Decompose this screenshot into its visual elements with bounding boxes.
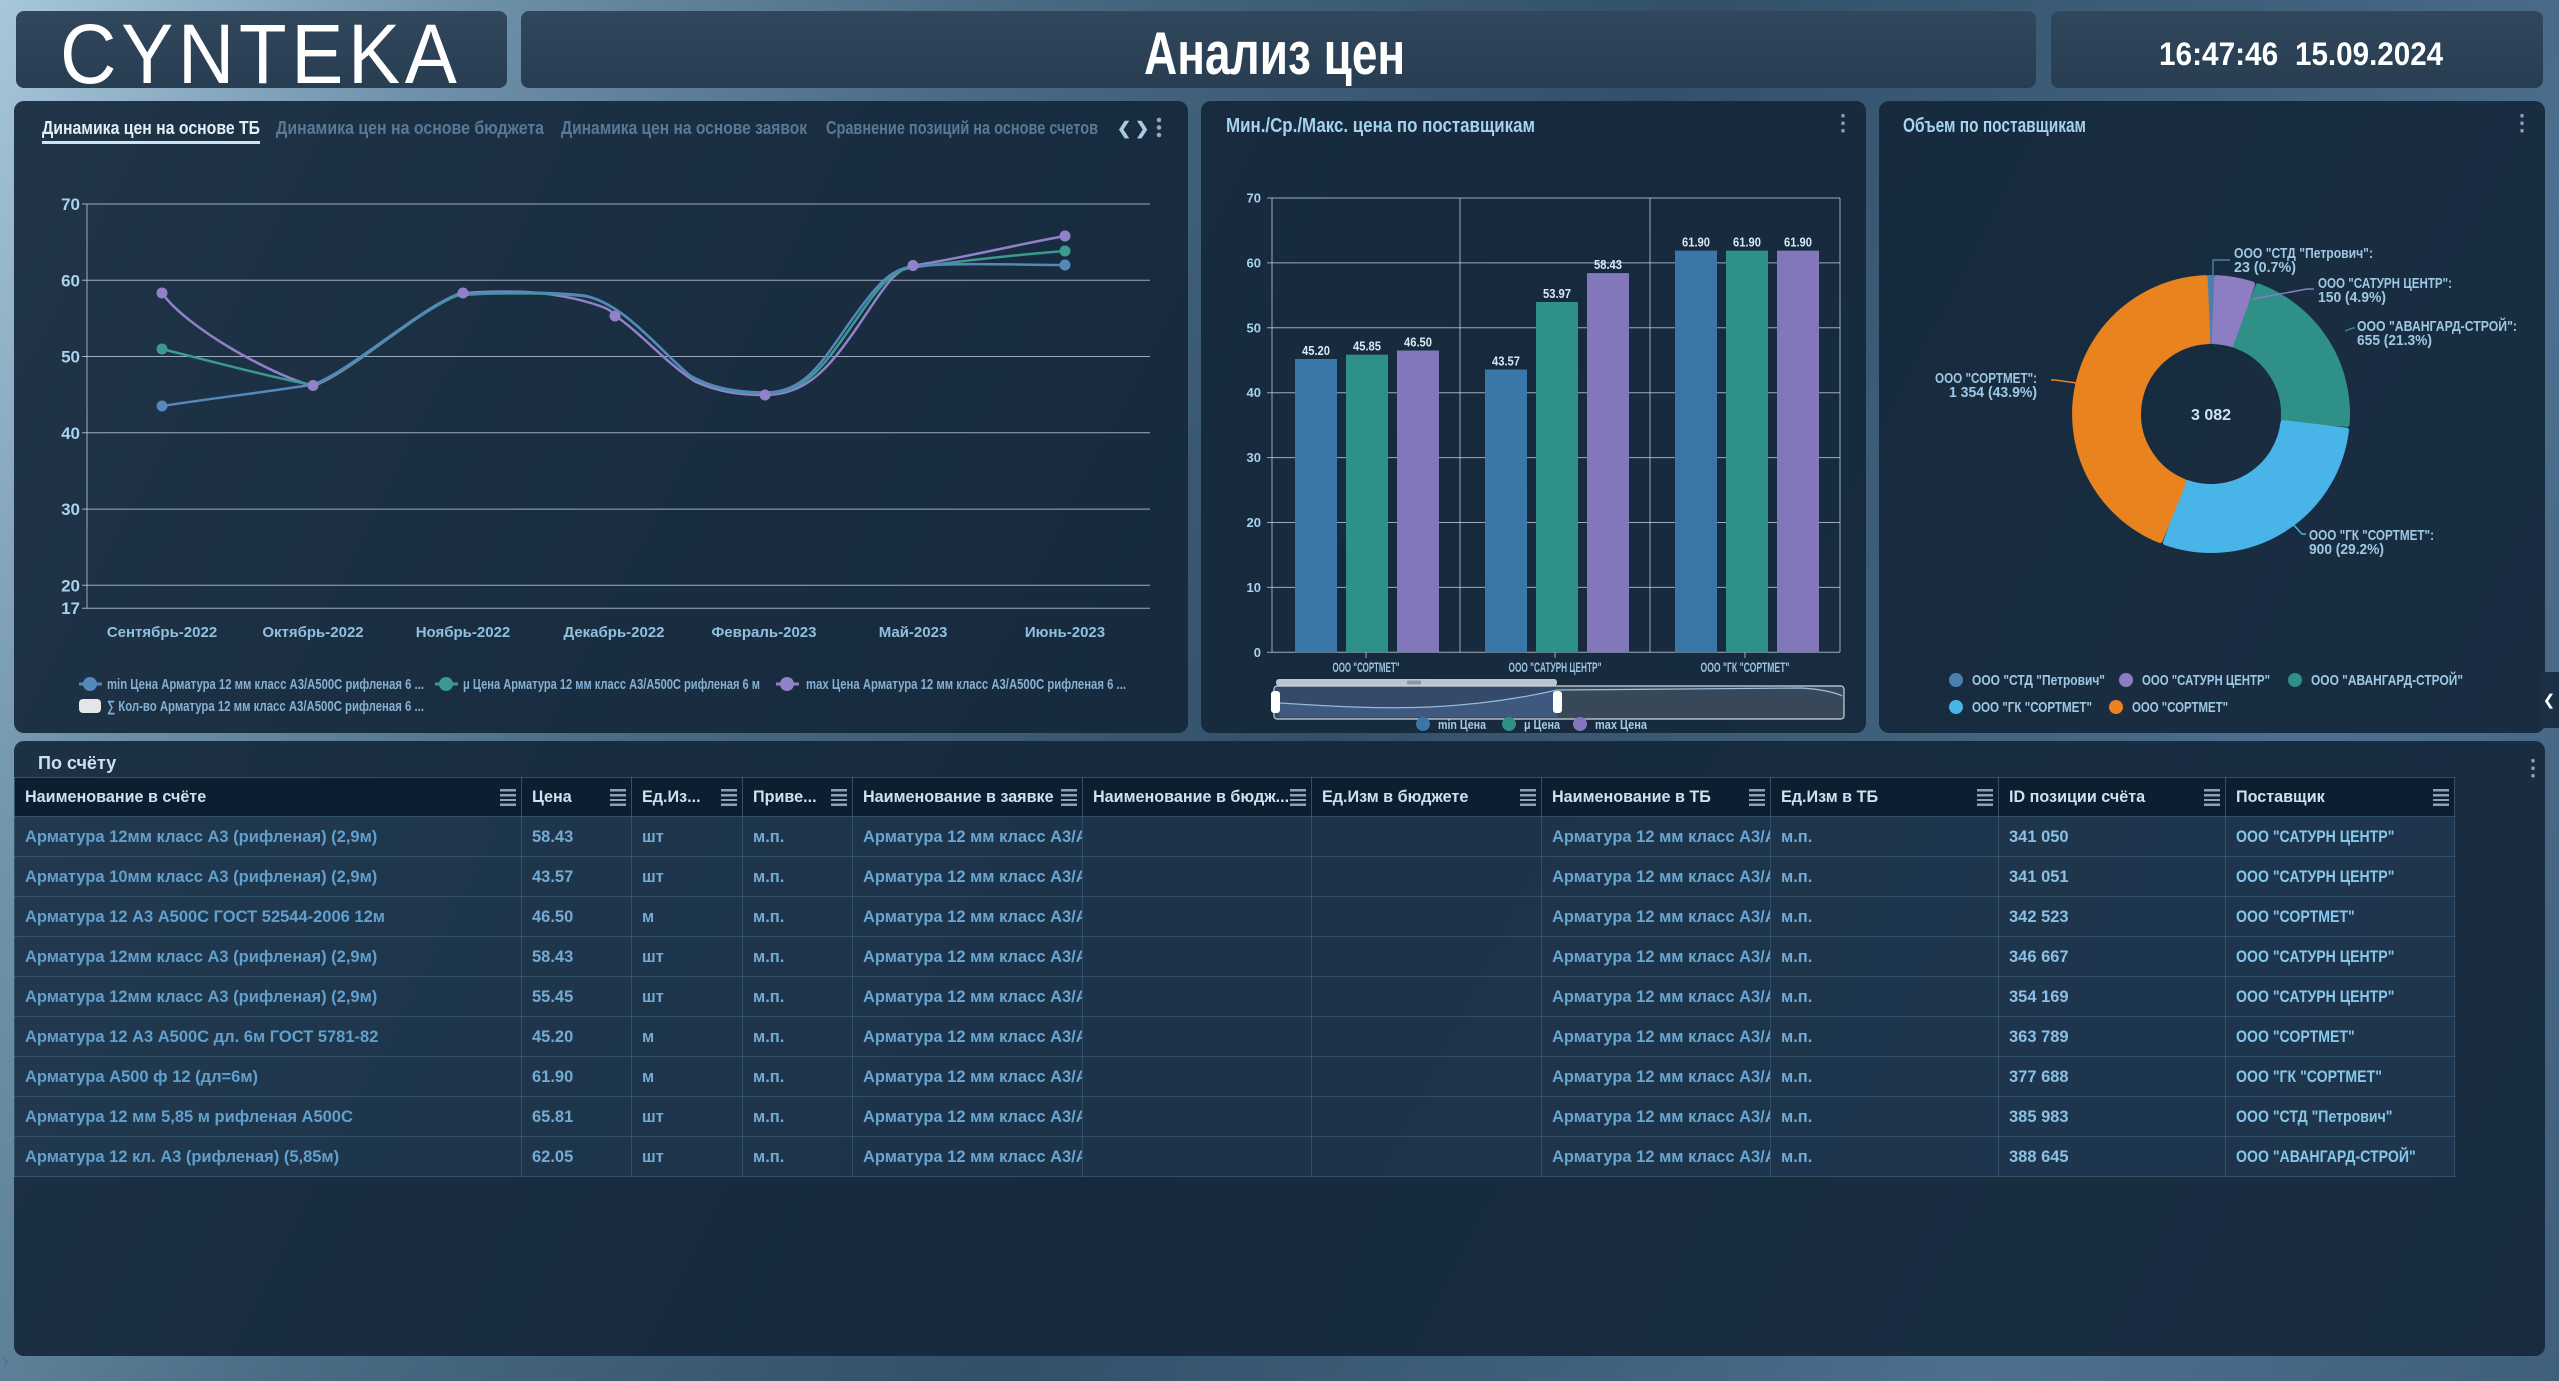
svg-text:10: 10 [1247,580,1261,595]
svg-text:❮: ❮ [1117,119,1131,139]
svg-text:ООО "СТД "Петрович": ООО "СТД "Петрович" [1972,672,2105,689]
svg-text:58.43: 58.43 [1594,257,1622,272]
svg-text:17: 17 [61,599,80,618]
svg-text:53.97: 53.97 [1543,286,1571,301]
svg-text:61.90: 61.90 [1784,235,1812,250]
svg-text:Динамика цен на основе бюджета: Динамика цен на основе бюджета [276,118,545,138]
svg-text:20: 20 [1247,515,1261,530]
svg-text:50: 50 [1247,320,1261,335]
svg-text:ООО "СТД "Петрович":: ООО "СТД "Петрович": [2234,245,2373,262]
svg-text:655 (21.3%): 655 (21.3%) [2357,332,2432,349]
svg-text:Мин./Ср./Макс. цена по поставщ: Мин./Ср./Макс. цена по поставщикам [1226,115,1535,137]
svg-text:max Цена: max Цена [1595,717,1648,732]
svg-text:61.90: 61.90 [1682,235,1710,250]
svg-text:60: 60 [1247,255,1261,270]
svg-text:150 (4.9%): 150 (4.9%) [2318,289,2386,306]
svg-text:Сентябрь-2022: Сентябрь-2022 [107,624,217,641]
svg-text:0: 0 [1254,645,1261,660]
svg-text:30: 30 [1247,450,1261,465]
svg-text:Динамика цен на основе заявок: Динамика цен на основе заявок [561,118,808,138]
svg-text:ООО "СОРТМЕТ": ООО "СОРТМЕТ" [1333,659,1400,675]
svg-text:ООО "АВАНГАРД-СТРОЙ": ООО "АВАНГАРД-СТРОЙ" [2311,671,2463,689]
svg-text:45.20: 45.20 [1302,343,1330,358]
svg-text:30: 30 [61,500,80,519]
svg-text:Июнь-2023: Июнь-2023 [1025,624,1105,641]
svg-text:61.90: 61.90 [1733,235,1761,250]
svg-text:min Цена: min Цена [1438,717,1487,732]
svg-text:45.85: 45.85 [1353,339,1381,354]
svg-text:43.57: 43.57 [1492,354,1520,369]
svg-text:ООО "ГК "СОРТМЕТ": ООО "ГК "СОРТМЕТ" [1972,699,2092,716]
svg-text:ООО "АВАНГАРД-СТРОЙ":: ООО "АВАНГАРД-СТРОЙ": [2357,317,2517,335]
svg-text:20: 20 [61,576,80,595]
svg-text:∑ Кол-во Арматура 12 мм класс: ∑ Кол-во Арматура 12 мм класс А3/А500С р… [107,698,424,715]
svg-text:ООО "САТУРН ЦЕНТР":: ООО "САТУРН ЦЕНТР": [2318,275,2452,292]
svg-text:70: 70 [1247,191,1261,206]
svg-text:50: 50 [61,348,80,367]
svg-text:46.50: 46.50 [1404,335,1432,350]
svg-text:Октябрь-2022: Октябрь-2022 [262,624,363,641]
svg-text:40: 40 [1247,385,1261,400]
svg-text:μ Цена Арматура 12 мм класс А3: μ Цена Арматура 12 мм класс А3/А500С риф… [463,676,760,693]
svg-text:μ Цена: μ Цена [1524,717,1561,732]
svg-text:900 (29.2%): 900 (29.2%) [2309,541,2384,558]
svg-text:Динамика цен на основе ТБ: Динамика цен на основе ТБ [42,118,260,138]
svg-text:70: 70 [61,195,80,214]
svg-text:40: 40 [61,424,80,443]
svg-text:60: 60 [61,271,80,290]
svg-text:Май-2023: Май-2023 [879,624,948,641]
svg-text:❯: ❯ [1135,119,1149,139]
svg-text:ООО "СОРТМЕТ":: ООО "СОРТМЕТ": [1935,370,2037,387]
svg-text:ООО "САТУРН ЦЕНТР": ООО "САТУРН ЦЕНТР" [2142,672,2270,689]
svg-text:Февраль-2023: Февраль-2023 [712,624,817,641]
svg-text:1 354 (43.9%): 1 354 (43.9%) [1949,384,2037,401]
svg-text:ООО "ГК "СОРТМЕТ": ООО "ГК "СОРТМЕТ" [1701,659,1790,675]
svg-text:ООО "СОРТМЕТ": ООО "СОРТМЕТ" [2132,699,2228,716]
svg-text:3 082: 3 082 [2191,407,2231,424]
svg-text:Объем по поставщикам: Объем по поставщикам [1903,115,2086,137]
svg-text:Сравнение позиций на основе сч: Сравнение позиций на основе счетов [826,118,1098,138]
svg-text:23 (0.7%): 23 (0.7%) [2234,259,2296,276]
svg-text:Ноябрь-2022: Ноябрь-2022 [416,624,511,641]
svg-text:max Цена Арматура 12 мм класс: max Цена Арматура 12 мм класс А3/А500С р… [806,676,1126,693]
svg-text:ООО "САТУРН ЦЕНТР": ООО "САТУРН ЦЕНТР" [1509,659,1602,675]
svg-text:min Цена Арматура 12 мм класс: min Цена Арматура 12 мм класс А3/А500С р… [107,676,424,693]
svg-text:ООО "ГК "СОРТМЕТ":: ООО "ГК "СОРТМЕТ": [2309,527,2434,544]
svg-text:Декабрь-2022: Декабрь-2022 [563,624,664,641]
